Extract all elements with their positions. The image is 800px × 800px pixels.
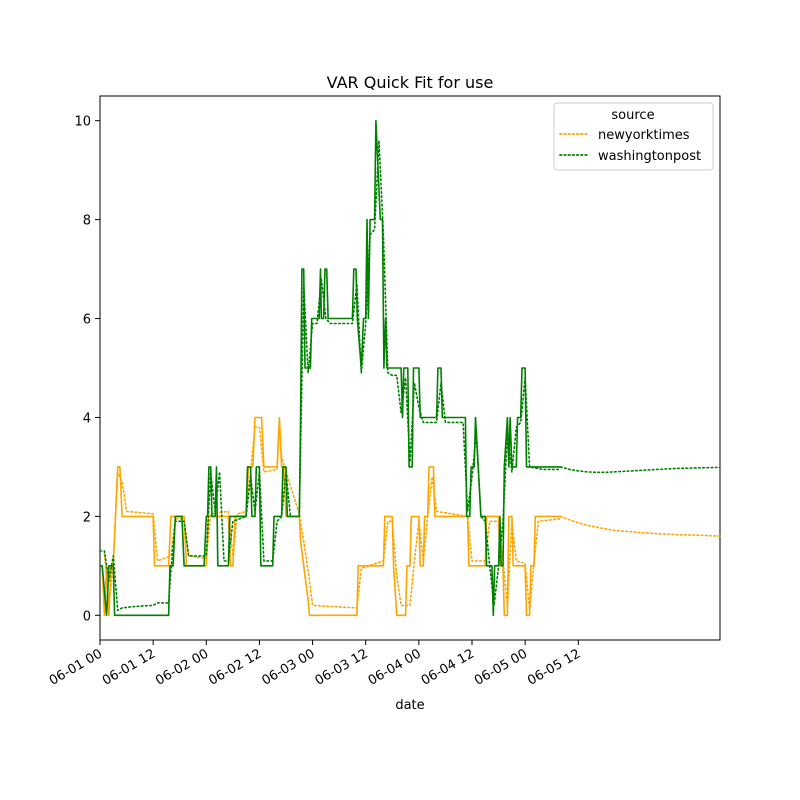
y-tick-label: 0 <box>83 609 91 624</box>
legend: source newyorktimes washingtonpost <box>553 102 714 171</box>
x-tick-label: 06-03 12 <box>313 646 371 688</box>
x-tick-label: 06-02 00 <box>153 646 211 688</box>
series-line-newyorktimes-forecast <box>559 515 721 537</box>
x-tick-label: 06-04 12 <box>419 646 477 688</box>
legend-title: source <box>611 108 654 123</box>
x-axis-label: date <box>395 698 424 713</box>
chart-title: VAR Quick Fit for use <box>327 73 494 92</box>
y-tick-label: 2 <box>83 510 91 525</box>
legend-label: washingtonpost <box>598 149 701 164</box>
series-line-newyorktimes-fit <box>103 421 562 612</box>
x-tick-label: 06-04 00 <box>366 646 424 688</box>
x-tick-label: 06-05 00 <box>472 646 530 688</box>
x-tick-label: 06-02 12 <box>206 646 264 688</box>
y-tick-label: 10 <box>74 115 91 130</box>
y-tick-label: 6 <box>83 313 91 328</box>
series-line-washingtonpost-fit <box>99 139 562 612</box>
x-tick-label: 06-05 12 <box>525 646 583 688</box>
series-layer <box>99 119 721 617</box>
y-axis: 0 2 4 6 8 10 <box>74 115 100 624</box>
series-line-washingtonpost-forecast <box>559 466 721 474</box>
x-tick-label: 06-03 00 <box>259 646 317 688</box>
legend-label: newyorktimes <box>598 128 690 143</box>
legend-box <box>553 102 714 171</box>
y-tick-label: 8 <box>83 214 91 229</box>
x-tick-label: 06-01 12 <box>100 646 158 688</box>
y-tick-label: 4 <box>83 411 91 426</box>
x-tick-label: 06-01 00 <box>47 646 105 688</box>
